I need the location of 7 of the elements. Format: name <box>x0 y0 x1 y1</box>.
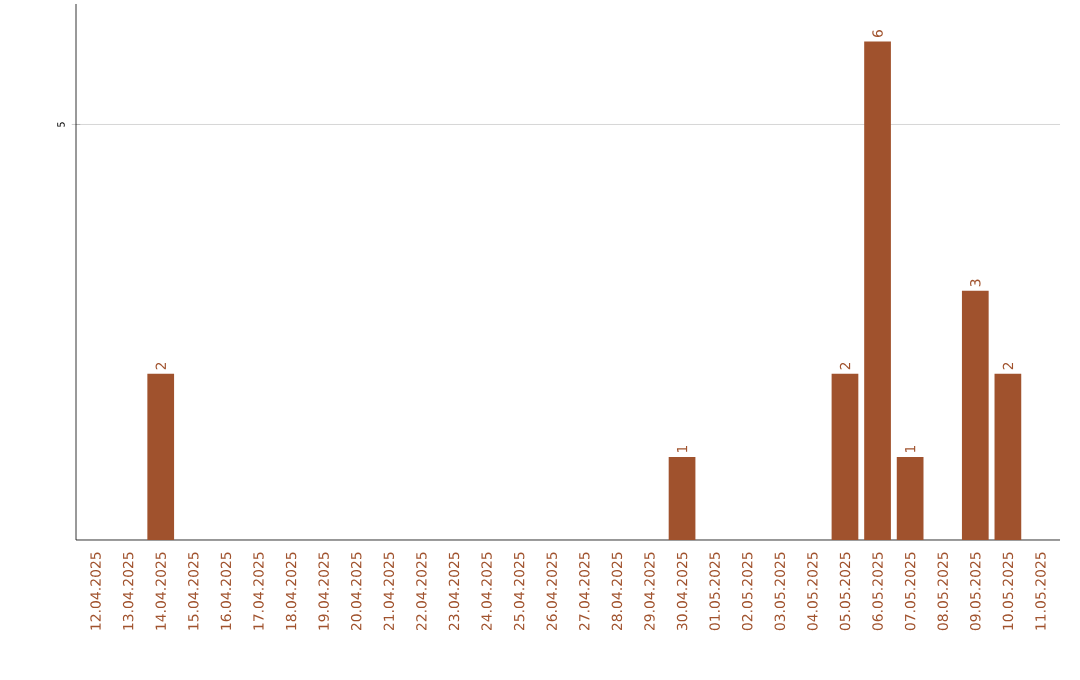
bar <box>896 456 924 540</box>
bar <box>147 373 175 540</box>
bar <box>864 41 891 540</box>
bar <box>831 373 859 540</box>
bar <box>961 290 989 540</box>
bar <box>668 456 696 540</box>
bar <box>994 373 1022 540</box>
